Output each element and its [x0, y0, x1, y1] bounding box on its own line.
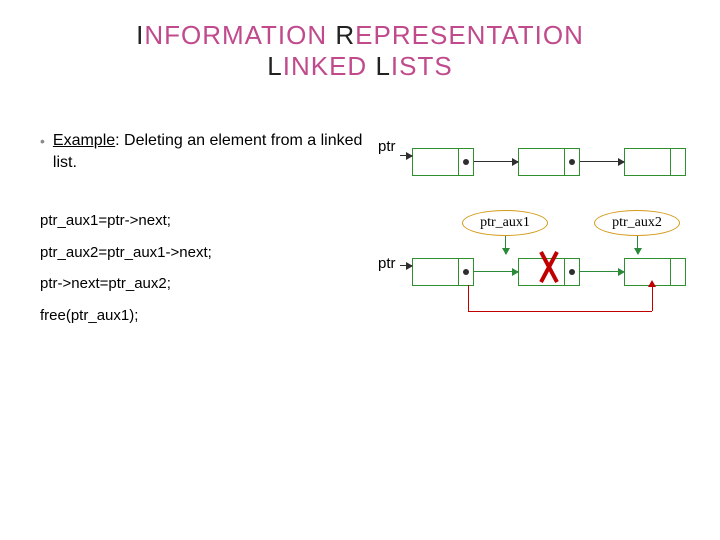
d2-aux2-ellipse: ptr_aux2	[594, 210, 680, 236]
d2-ptr-arrow	[400, 265, 412, 266]
code-line-3: ptr->next=ptr_aux2;	[40, 268, 212, 300]
d2-bypass-arrowhead	[648, 280, 656, 287]
d2-aux1-ellipse: ptr_aux1	[462, 210, 548, 236]
d1-arrow-2	[580, 161, 624, 162]
d1-ptr-label: ptr	[378, 138, 396, 155]
d2-bypass-seg1	[468, 285, 469, 311]
bullet-dot-icon: •	[40, 130, 45, 152]
d2-arrow-1	[474, 271, 518, 272]
title-l2-c: L	[375, 51, 390, 81]
code-line-4: free(ptr_aux1);	[40, 300, 212, 332]
code-line-1: ptr_aux1=ptr->next;	[40, 205, 212, 237]
d2-x-icon	[538, 250, 560, 284]
d1-node-1	[412, 148, 474, 176]
d2-bypass-seg2	[468, 311, 652, 312]
bullet-text: Example: Deleting an element from a link…	[53, 130, 370, 173]
title-l1-b: NFORMATION	[144, 20, 327, 50]
title-l2-a: L	[267, 51, 282, 81]
d2-aux2-arrow	[637, 236, 638, 254]
d2-aux2-label: ptr_aux2	[612, 215, 662, 231]
d2-aux1-arrow	[505, 236, 506, 254]
d2-bypass-seg3	[652, 285, 653, 311]
d1-ptr-arrow	[400, 155, 412, 156]
d2-node-1	[412, 258, 474, 286]
title-l2-b: INKED	[283, 51, 367, 81]
d1-arrow-1	[474, 161, 518, 162]
title-l1-d: EPRESENTATION	[355, 20, 584, 50]
code-line-2: ptr_aux2=ptr_aux1->next;	[40, 237, 212, 269]
title-l1-c: R	[335, 20, 355, 50]
page-title: INFORMATION REPRESENTATION LINKED LISTS	[80, 20, 640, 82]
d1-node-2	[518, 148, 580, 176]
title-l2-d: ISTS	[391, 51, 453, 81]
code-block: ptr_aux1=ptr->next; ptr_aux2=ptr_aux1->n…	[40, 205, 212, 331]
bullet-uline: Example	[53, 132, 115, 149]
d1-node-3	[624, 148, 686, 176]
bullet-item: • Example: Deleting an element from a li…	[40, 130, 370, 173]
d2-arrow-2	[580, 271, 624, 272]
d2-ptr-label: ptr	[378, 255, 396, 272]
d2-aux1-label: ptr_aux1	[480, 215, 530, 231]
